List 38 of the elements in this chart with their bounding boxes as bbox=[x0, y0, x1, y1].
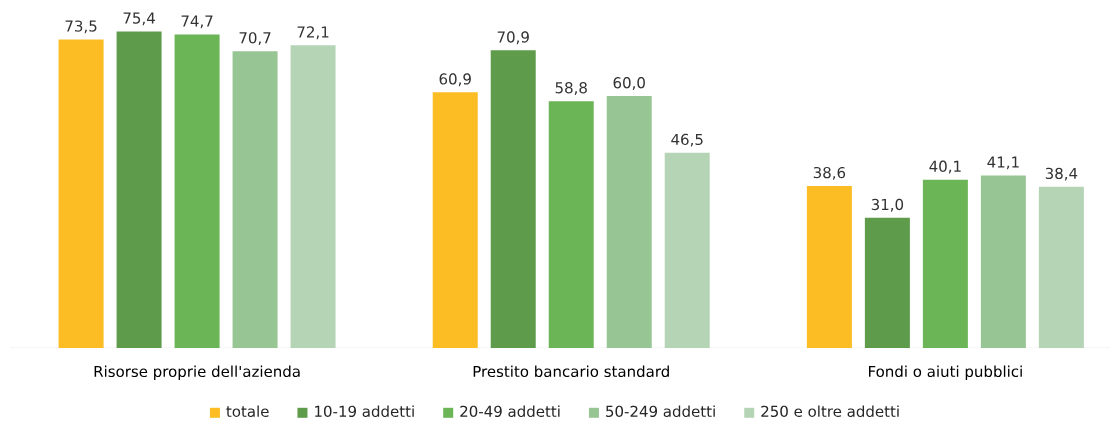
bar bbox=[664, 152, 710, 348]
data-label: 40,1 bbox=[929, 160, 961, 174]
x-tick-label: Prestito bancario standard bbox=[473, 365, 669, 378]
legend-label: 10-19 addetti bbox=[315, 405, 414, 418]
bar bbox=[1038, 186, 1084, 348]
legend-label: totale bbox=[226, 405, 269, 418]
bar bbox=[232, 51, 278, 348]
data-label: 60,9 bbox=[439, 73, 471, 87]
bar bbox=[116, 31, 162, 348]
x-tick-label: Risorse proprie dell'azienda bbox=[94, 365, 300, 380]
data-label: 41,1 bbox=[987, 156, 1019, 170]
bar bbox=[606, 96, 652, 348]
data-label: 58,8 bbox=[555, 82, 587, 95]
data-label: 46,5 bbox=[671, 133, 703, 147]
bar bbox=[58, 39, 104, 348]
bar bbox=[922, 179, 968, 348]
data-label: 73,5 bbox=[65, 20, 97, 34]
bar bbox=[432, 92, 478, 348]
data-label: 75,4 bbox=[123, 12, 155, 26]
legend-label: 250 e oltre addetti bbox=[761, 405, 899, 418]
data-label: 70,9 bbox=[497, 31, 529, 45]
data-label: 74,7 bbox=[181, 15, 213, 29]
data-label: 31,0 bbox=[871, 198, 904, 212]
legend-label: 50-249 addetti bbox=[606, 405, 715, 418]
bar bbox=[980, 175, 1026, 348]
bar bbox=[174, 34, 220, 348]
x-tick-label: Fondi o aiuti pubblici bbox=[869, 365, 1022, 380]
data-label: 38,4 bbox=[1045, 167, 1078, 181]
bar bbox=[290, 45, 336, 348]
bar bbox=[548, 101, 594, 348]
data-label: 70,7 bbox=[239, 32, 271, 46]
bar bbox=[864, 217, 910, 348]
data-label: 60,0 bbox=[613, 77, 645, 90]
bar bbox=[490, 50, 536, 348]
legend-label: 20-49 addetti bbox=[460, 405, 560, 418]
data-label: 72,1 bbox=[297, 26, 329, 40]
data-label: 38,6 bbox=[813, 166, 846, 180]
bar bbox=[806, 185, 852, 348]
